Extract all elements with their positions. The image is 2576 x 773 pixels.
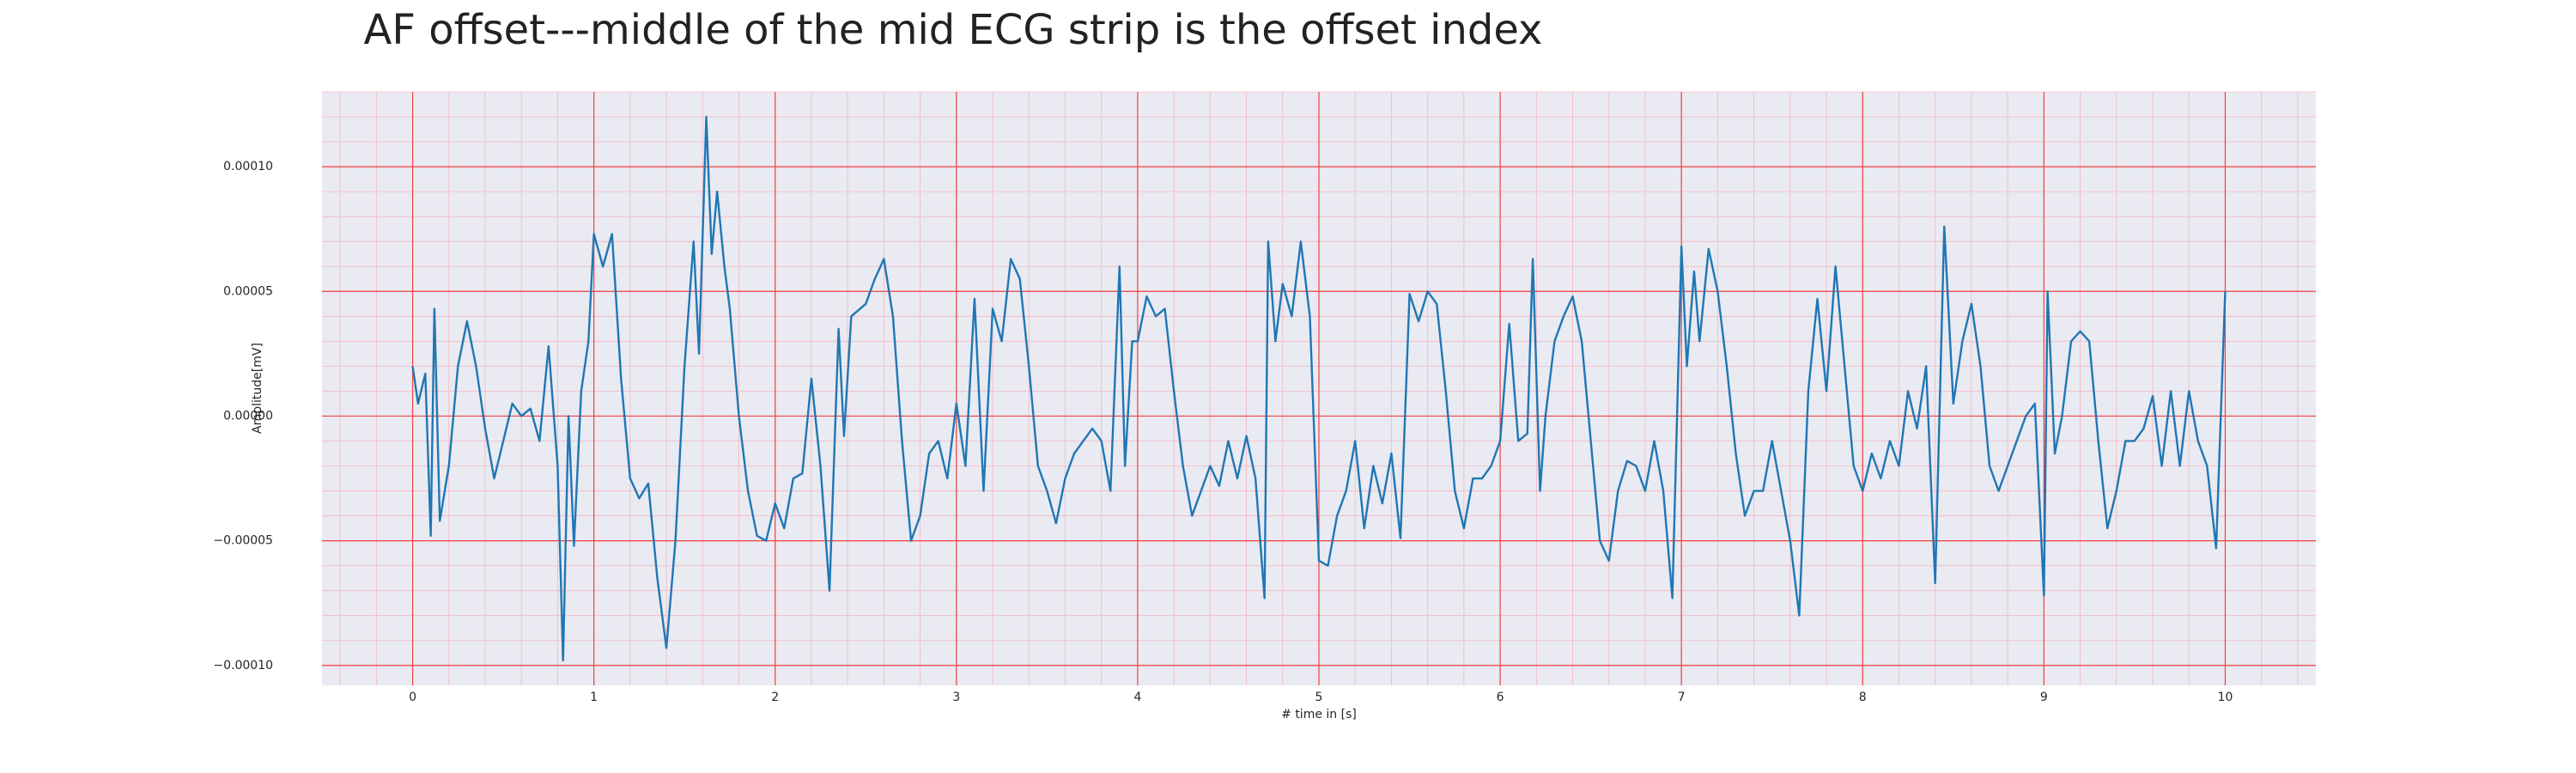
x-tick-label: 8: [1859, 691, 1867, 704]
x-tick-label: 5: [1315, 691, 1323, 704]
y-tick-label: −0.00010: [213, 659, 273, 673]
y-tick-label: −0.00005: [213, 534, 273, 548]
x-tick-label: 10: [2218, 691, 2233, 704]
x-tick-label: 0: [409, 691, 416, 704]
x-tick-label: 6: [1497, 691, 1504, 704]
x-tick-label: 9: [2040, 691, 2048, 704]
x-axis-label: # time in [s]: [1281, 708, 1357, 721]
x-tick-label: 2: [771, 691, 779, 704]
chart-title: AF offset---middle of the mid ECG strip …: [364, 6, 1543, 54]
y-tick-label: 0.00010: [223, 160, 273, 173]
y-tick-label: 0.00000: [223, 409, 273, 423]
y-axis-label: Amplitude[mV]: [251, 343, 264, 434]
ecg-line: [411, 115, 2227, 662]
x-tick-label: 4: [1133, 691, 1141, 704]
y-tick-label: 0.00005: [223, 284, 273, 298]
x-tick-label: 7: [1678, 691, 1686, 704]
x-tick-label: 1: [590, 691, 598, 704]
x-tick-label: 3: [952, 691, 960, 704]
